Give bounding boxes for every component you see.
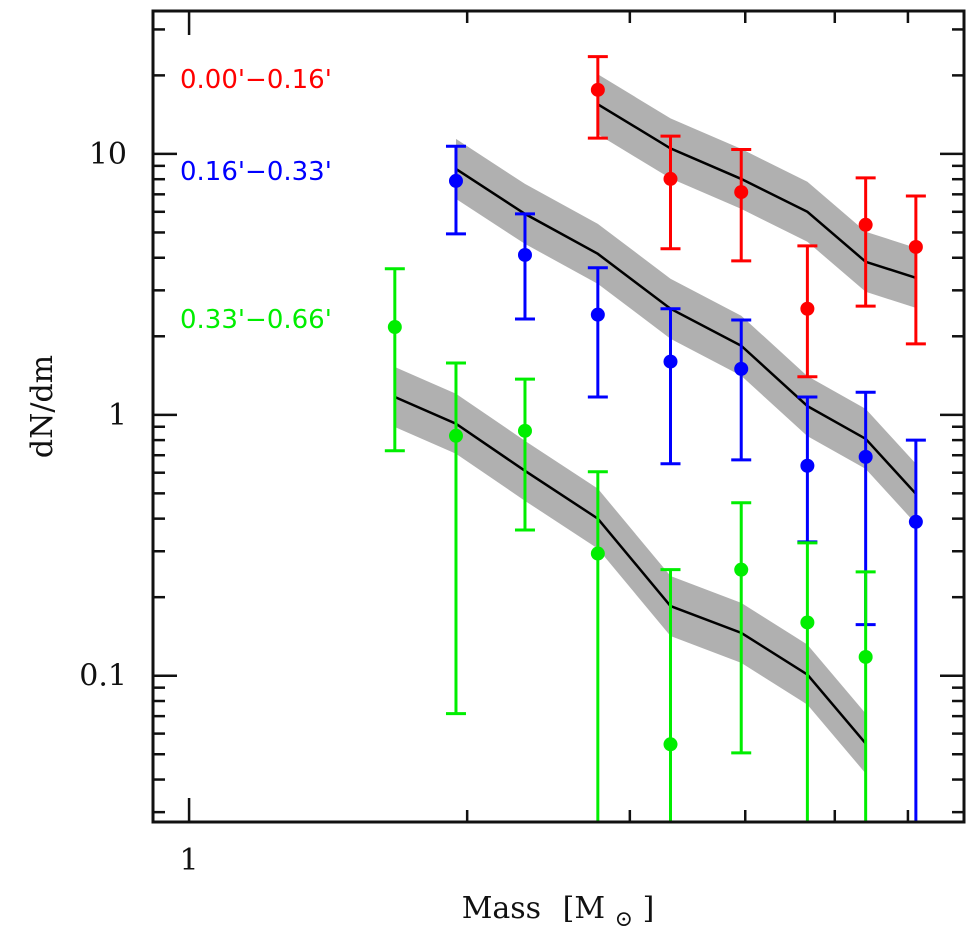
x-tick-label: 1 — [180, 843, 199, 878]
y-axis-label: dN/dm — [25, 355, 60, 458]
model-line-1 — [455, 167, 917, 495]
model-lines — [394, 103, 917, 745]
data-point — [734, 361, 749, 376]
plot-frame — [151, 9, 966, 824]
model-band-2 — [394, 367, 866, 774]
data-point — [908, 514, 923, 529]
tick-labels: 1 0.1 1 10 — [79, 137, 198, 878]
data-point — [858, 449, 873, 464]
model-bands — [394, 74, 916, 774]
data-point — [663, 171, 678, 186]
data-point — [517, 247, 532, 262]
y-tick-label: 1 — [108, 398, 127, 433]
data-points — [387, 82, 923, 752]
ticks — [153, 11, 964, 822]
data-point — [448, 173, 463, 188]
data-point — [663, 354, 678, 369]
x-axis-label-main: Mass — [462, 891, 541, 926]
data-point — [800, 615, 815, 630]
axes — [151, 9, 966, 824]
legend: 0.00'−0.16' 0.16'−0.33' 0.33'−0.66' — [180, 65, 332, 335]
data-point — [734, 562, 749, 577]
data-point — [387, 320, 402, 335]
y-tick-label: 10 — [89, 137, 127, 172]
data-point — [448, 428, 463, 443]
legend-entry: 0.00'−0.16' — [180, 65, 332, 95]
data-point — [858, 649, 873, 664]
x-axis-label-unit-sub: ⊙ — [615, 907, 633, 932]
model-line-0 — [597, 103, 917, 280]
data-point — [858, 217, 873, 232]
y-tick-label: 0.1 — [79, 659, 127, 694]
legend-entry: 0.16'−0.33' — [180, 157, 332, 187]
data-point — [800, 301, 815, 316]
data-point — [734, 185, 749, 200]
data-point — [590, 82, 605, 97]
data-point — [800, 458, 815, 473]
model-band-0 — [597, 74, 916, 308]
legend-entry: 0.33'−0.66' — [180, 305, 332, 335]
data-point — [908, 239, 923, 254]
data-point — [590, 307, 605, 322]
model-line-2 — [394, 395, 867, 745]
data-point — [517, 423, 532, 438]
data-point — [663, 737, 678, 752]
x-axis-label-unit-close: ] — [643, 891, 655, 926]
x-axis-label: Mass [M ⊙ ] — [462, 891, 655, 934]
data-point — [590, 546, 605, 561]
x-axis-label-unit-open: [M — [563, 891, 605, 926]
error-bars — [384, 55, 926, 822]
model-band-1 — [455, 138, 916, 524]
